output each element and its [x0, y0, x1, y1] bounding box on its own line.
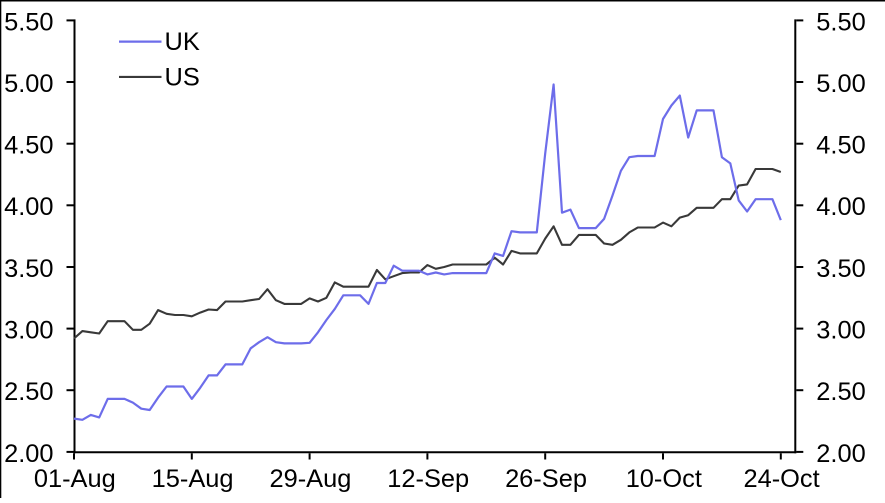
svg-text:5.00: 5.00: [816, 70, 865, 98]
svg-text:3.00: 3.00: [4, 317, 53, 345]
svg-text:2.00: 2.00: [4, 440, 53, 468]
svg-text:3.00: 3.00: [816, 317, 865, 345]
svg-text:4.50: 4.50: [4, 132, 53, 160]
svg-text:2.50: 2.50: [4, 378, 53, 406]
svg-text:2.50: 2.50: [816, 378, 865, 406]
svg-text:3.50: 3.50: [816, 255, 865, 283]
svg-text:US: US: [165, 64, 200, 92]
svg-text:3.50: 3.50: [4, 255, 53, 283]
svg-text:5.50: 5.50: [816, 8, 865, 36]
svg-text:2.00: 2.00: [816, 440, 865, 468]
svg-text:29-Aug: 29-Aug: [269, 465, 351, 493]
svg-text:12-Sep: 12-Sep: [387, 465, 469, 493]
svg-text:10-Oct: 10-Oct: [626, 465, 702, 493]
svg-text:01-Aug: 01-Aug: [34, 465, 116, 493]
svg-text:4.00: 4.00: [816, 193, 865, 221]
svg-text:5.50: 5.50: [4, 8, 53, 36]
svg-text:24-Oct: 24-Oct: [743, 465, 819, 493]
svg-text:26-Sep: 26-Sep: [505, 465, 587, 493]
svg-text:15-Aug: 15-Aug: [152, 465, 234, 493]
svg-text:4.00: 4.00: [4, 193, 53, 221]
svg-text:UK: UK: [165, 28, 200, 56]
svg-text:4.50: 4.50: [816, 132, 865, 160]
svg-text:5.00: 5.00: [4, 70, 53, 98]
